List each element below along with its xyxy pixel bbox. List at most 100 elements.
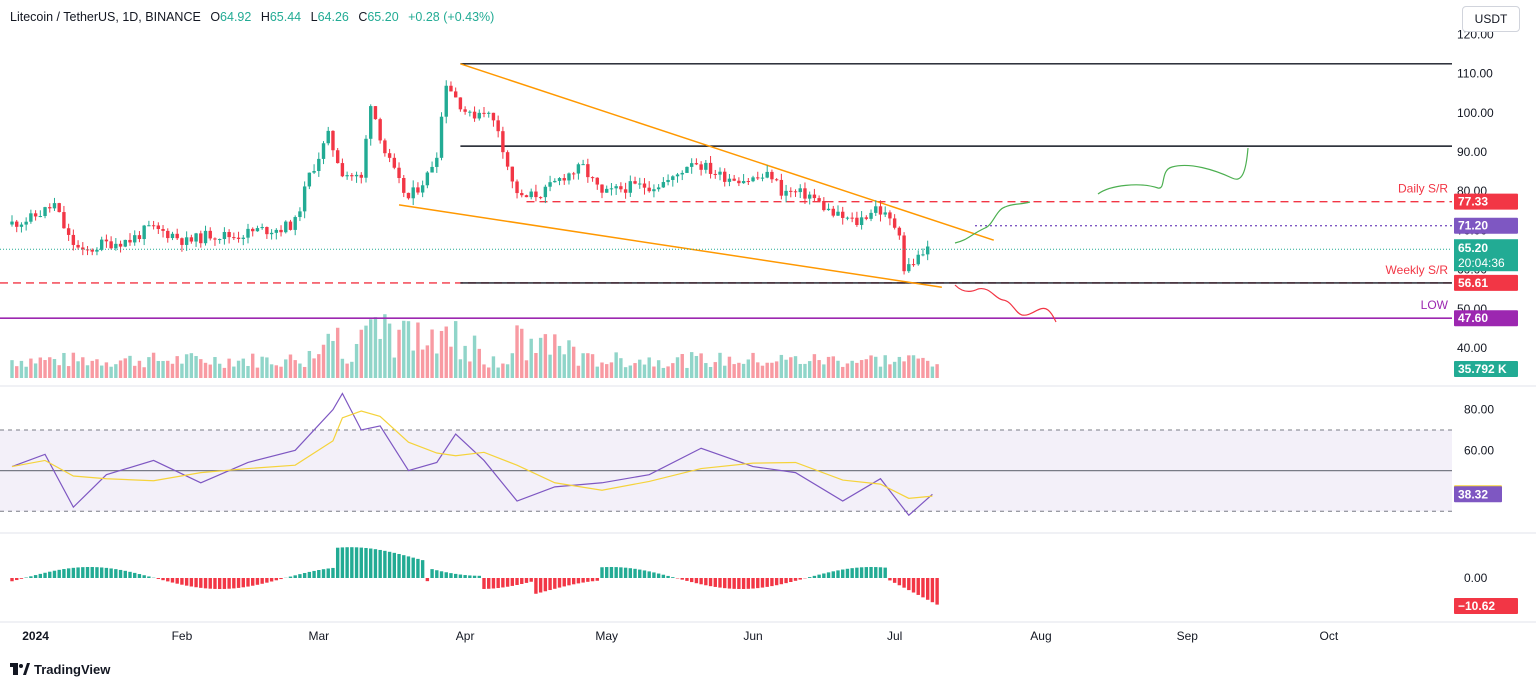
volume-bar [204,363,207,378]
macd-bar [402,555,405,578]
volume-bar [435,354,438,378]
low-level-label: LOW [1421,298,1449,312]
candle-body [294,217,297,230]
candle-body [633,181,636,183]
volume-bar [544,334,547,378]
candle-body [114,244,117,248]
volume-bar [572,347,575,378]
candle-body [732,179,735,181]
volume-bar [803,364,806,378]
volume-bar [345,364,348,378]
candle-body [879,206,882,214]
time-tick-label: Jun [743,629,762,643]
time-tick-label: May [595,629,618,643]
macd-bar [879,567,882,578]
symbol-name[interactable]: Litecoin / TetherUS, 1D, BINANCE [10,10,201,24]
macd-bar [850,568,853,578]
macd-bar [511,578,514,586]
macd-bar [605,567,608,578]
macd-bar [463,575,466,578]
candle-body [553,181,556,182]
volume-bar [298,364,301,378]
candle-body [204,231,207,243]
candle-body [430,167,433,173]
candle-body [275,230,278,233]
tradingview-logo[interactable]: TradingView [10,662,110,677]
macd-bar [600,567,603,578]
candle-body [544,187,547,197]
volume-bar [190,353,193,378]
open-label: O [210,10,220,24]
candle-body [898,228,901,236]
candle-body [100,240,103,250]
candle-body [459,97,462,109]
volume-bar [799,364,802,378]
candle-body [72,235,75,245]
macd-bar [232,578,235,588]
volume-bar [270,364,273,378]
candle-body [581,164,584,165]
macd-bar [478,576,481,578]
volume-bar [813,354,816,378]
candle-body [232,237,235,238]
volume-bar [879,367,882,378]
rsi-tick-60: 60.00 [1464,443,1494,457]
candle-body [331,131,334,150]
macd-bar [751,578,754,589]
macd-bar [515,578,518,585]
volume-bar [506,364,509,378]
volume-bar [463,346,466,378]
candle-body [865,217,868,219]
volume-bar [251,354,254,378]
candle-body [704,163,707,170]
volume-bar [591,354,594,378]
candle-body [643,184,646,188]
macd-bar [548,578,551,590]
volume-bar [473,336,476,378]
volume-bar [67,366,70,378]
macd-bar [865,567,868,578]
volume-bar [265,357,268,378]
currency-button[interactable]: USDT [1462,6,1520,32]
macd-bar [718,578,721,588]
candle-body [884,212,887,214]
daily-sr-label: Daily S/R [1398,182,1448,196]
macd-bar [813,576,816,578]
volume-bar [685,368,688,378]
volume-bar [289,355,292,378]
bearish-projection-path [955,285,1056,322]
macd-bar [246,578,249,587]
volume-bar [185,354,188,378]
volume-badge-text: 35.792 K [1458,362,1507,376]
candle-body [624,189,627,192]
volume-bar [780,355,783,378]
candle-body [846,218,849,219]
macd-bar [836,570,839,578]
candle-body [260,227,263,228]
volume-bar [605,364,608,378]
macd-bar [336,548,339,578]
candle-body [567,173,570,180]
macd-bar [190,578,193,586]
macd-bar [95,567,98,578]
macd-bar [147,576,150,578]
candle-body [558,178,561,181]
macd-bar [704,578,707,585]
volume-bar [487,367,490,378]
volume-bar [827,357,830,378]
candle-body [907,264,910,271]
price-tick-label: 110.00 [1457,67,1493,81]
macd-bar [15,578,18,580]
tradingview-icon [10,663,30,675]
macd-bar [742,578,745,589]
volume-bar [600,362,603,378]
macd-bar [364,548,367,578]
volume-bar [657,360,660,378]
candle-body [808,195,811,199]
last-price-countdown: 20:04:36 [1458,256,1505,270]
macd-bar [935,578,938,605]
candle-body [912,264,915,265]
macd-bar [303,573,306,578]
